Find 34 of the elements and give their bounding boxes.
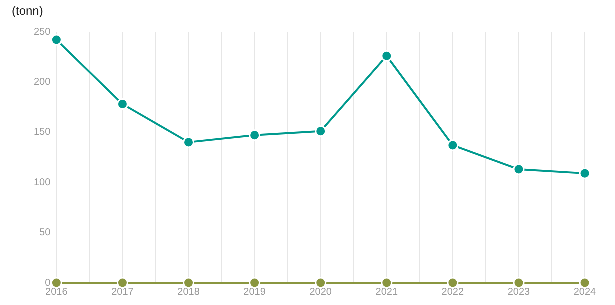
x-tick-label: 2018: [178, 286, 200, 298]
y-tick-label: 200: [34, 76, 52, 88]
point: [513, 164, 525, 176]
point: [116, 277, 128, 289]
point: [513, 277, 525, 289]
y-tick-label: 250: [34, 26, 52, 38]
point: [381, 277, 393, 289]
x-tick-label: 2020: [310, 286, 332, 298]
point: [381, 50, 393, 62]
y-tick-label: 150: [34, 127, 52, 138]
x-tick-label: 2021: [376, 286, 398, 298]
x-tick-label: 2024: [574, 286, 597, 298]
point: [249, 277, 261, 289]
x-tick-label: 2022: [442, 286, 464, 298]
point: [50, 277, 62, 289]
point: [579, 277, 591, 289]
x-tick-label: 2017: [112, 286, 134, 298]
y-axis-title: (tonn): [12, 4, 44, 18]
y-tick-label: 100: [34, 177, 52, 188]
point: [116, 98, 128, 110]
x-tick-label: 2016: [46, 286, 68, 298]
point: [183, 277, 195, 289]
point: [315, 126, 327, 138]
point: [447, 277, 459, 289]
y-tick-label: 50: [40, 228, 52, 239]
point: [183, 136, 195, 148]
point: [249, 130, 261, 142]
point: [579, 168, 591, 180]
y-tick-label: 0: [45, 278, 52, 289]
point: [447, 140, 459, 152]
point: [315, 277, 327, 289]
x-tick-label: 2023: [508, 286, 531, 298]
x-tick-label: 2019: [244, 286, 266, 298]
point: [50, 34, 62, 46]
